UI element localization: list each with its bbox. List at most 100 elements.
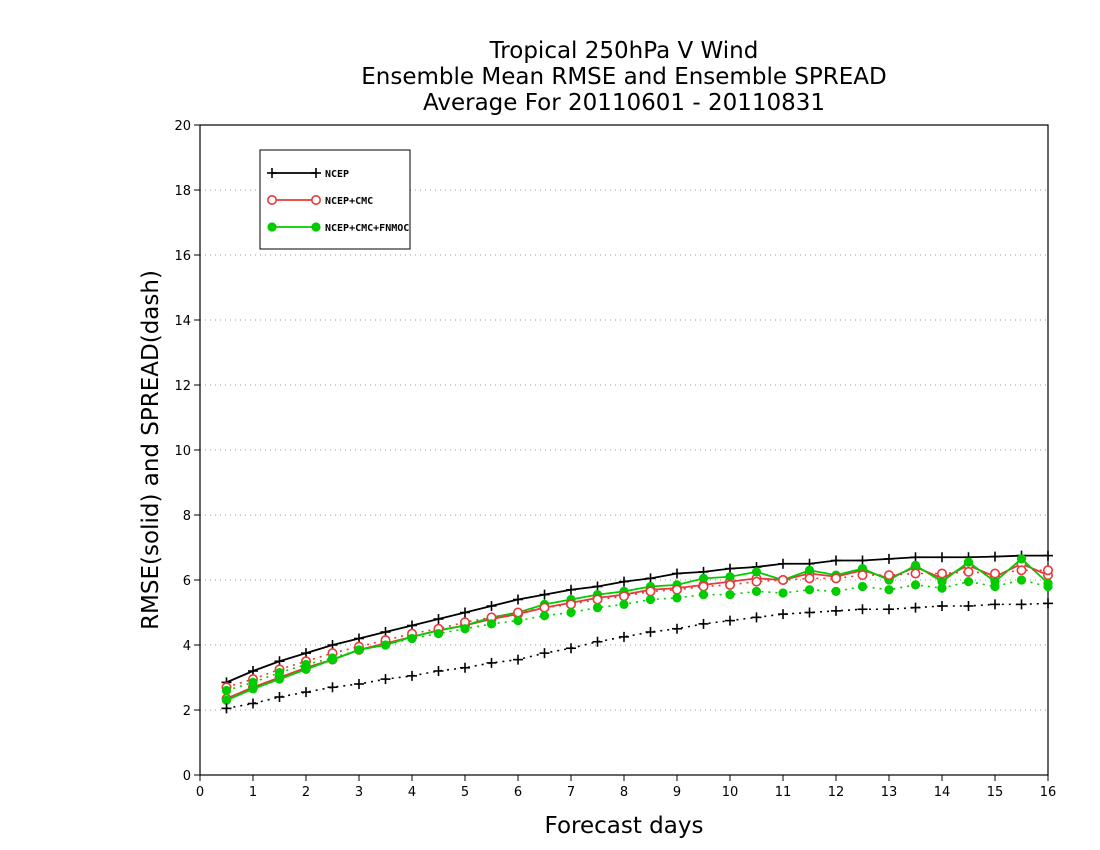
y-tick-label: 6: [183, 574, 191, 589]
point-marker-plus: [619, 576, 629, 587]
point-marker-plus: [301, 687, 311, 698]
point-marker-plus: [592, 581, 603, 592]
point-marker-open-circle: [698, 581, 709, 592]
point-marker-plus: [884, 553, 894, 564]
point-marker-open-circle: [883, 570, 894, 581]
series-spread: [221, 575, 1053, 696]
point-marker-filled-circle: [804, 565, 815, 575]
point-marker-plus: [248, 698, 258, 709]
point-marker-plus: [910, 552, 921, 563]
point-marker-plus: [460, 662, 470, 673]
point-marker-filled-circle: [698, 573, 709, 583]
point-marker-open-circle: [804, 573, 815, 584]
point-marker-filled-circle: [963, 557, 974, 567]
legend-label: NCEP+CMC: [325, 196, 373, 207]
point-marker-plus: [513, 654, 523, 665]
point-marker-filled-circle: [751, 567, 762, 577]
x-tick-label: 0: [196, 785, 204, 800]
point-marker-filled-circle: [327, 653, 338, 663]
x-tick-label: 6: [514, 785, 522, 800]
point-marker-plus: [486, 601, 497, 611]
title-line: Tropical 250hPa V Wind: [489, 38, 759, 64]
point-marker-plus: [539, 648, 550, 659]
y-tick-label: 12: [174, 379, 191, 394]
x-tick-label: 10: [722, 785, 739, 800]
point-marker-open-circle: [671, 584, 682, 595]
y-axis-label: RMSE(solid) and SPREAD(dash): [138, 270, 164, 630]
x-tick-label: 1: [249, 785, 257, 800]
point-marker-open-circle: [592, 594, 603, 605]
point-marker-filled-circle: [274, 668, 285, 678]
point-marker-plus: [513, 594, 523, 605]
point-marker-plus: [274, 692, 285, 702]
point-marker-plus: [778, 558, 788, 569]
series-line: [226, 602, 1049, 710]
x-tick-label: 3: [355, 785, 363, 800]
point-marker-plus: [1016, 599, 1027, 610]
y-tick-label: 2: [183, 704, 191, 719]
series-line: [226, 569, 1048, 689]
point-marker-plus: [539, 589, 550, 600]
point-marker-plus: [751, 612, 762, 623]
legend-label: NCEP: [325, 169, 349, 180]
x-tick-label: 5: [461, 785, 469, 800]
point-marker-filled-circle: [248, 684, 258, 694]
point-marker-open-circle: [1043, 565, 1054, 576]
point-marker-open-circle: [910, 568, 921, 579]
point-marker-plus: [857, 555, 868, 566]
x-tick-label: 11: [775, 785, 792, 800]
point-marker-open-circle: [751, 576, 762, 587]
point-marker-filled-circle: [831, 586, 841, 596]
point-marker-filled-circle: [274, 674, 285, 684]
point-marker-filled-circle: [725, 590, 735, 600]
legend-entry: NCEP: [267, 168, 349, 180]
series-rmse: [221, 558, 1054, 704]
point-marker-filled-circle: [751, 586, 762, 596]
point-marker-filled-circle: [778, 588, 788, 598]
point-marker-filled-circle: [857, 581, 868, 592]
x-tick-label: 15: [987, 785, 1004, 800]
point-marker-plus: [221, 703, 232, 714]
point-marker-open-circle: [1016, 565, 1027, 576]
point-marker-filled-circle: [486, 619, 497, 629]
y-tick-label: 10: [174, 444, 191, 459]
series-line: [226, 562, 1049, 700]
point-marker-open-circle: [724, 579, 735, 590]
point-marker-plus: [884, 604, 894, 615]
point-marker-plus: [380, 674, 391, 685]
series-line: [226, 579, 1049, 692]
y-tick-label: 14: [174, 314, 191, 329]
point-marker-plus: [672, 568, 682, 579]
point-marker-plus: [592, 636, 603, 647]
point-marker-filled-circle: [311, 222, 321, 232]
point-marker-plus: [566, 584, 576, 595]
point-marker-open-circle: [310, 195, 321, 206]
title-line: Ensemble Mean RMSE and Ensemble SPREAD: [361, 64, 886, 90]
legend-entry: NCEP+CMC: [266, 195, 373, 207]
series-rmse: [221, 550, 1053, 688]
point-marker-plus: [311, 168, 321, 178]
point-marker-plus: [963, 601, 974, 611]
x-tick-label: 2: [302, 785, 310, 800]
point-marker-plus: [831, 605, 841, 616]
point-marker-plus: [990, 599, 1000, 610]
x-tick-label: 16: [1040, 785, 1057, 800]
series-spread: [221, 565, 1054, 693]
point-marker-filled-circle: [990, 581, 1000, 592]
point-marker-filled-circle: [267, 222, 277, 232]
y-tick-label: 16: [174, 249, 191, 264]
x-tick-label: 14: [934, 785, 951, 800]
x-tick-label: 13: [881, 785, 898, 800]
point-marker-filled-circle: [460, 624, 470, 634]
x-tick-label: 7: [567, 785, 575, 800]
point-marker-filled-circle: [937, 577, 947, 587]
point-marker-plus: [698, 618, 709, 629]
series-spread: [221, 598, 1053, 714]
point-marker-plus: [433, 614, 444, 624]
point-marker-open-circle: [645, 586, 656, 597]
legend: NCEP NCEP+CMC NCEP+CMC+FNMOC: [259, 149, 411, 250]
point-marker-filled-circle: [725, 572, 735, 582]
point-marker-open-circle: [777, 574, 788, 585]
